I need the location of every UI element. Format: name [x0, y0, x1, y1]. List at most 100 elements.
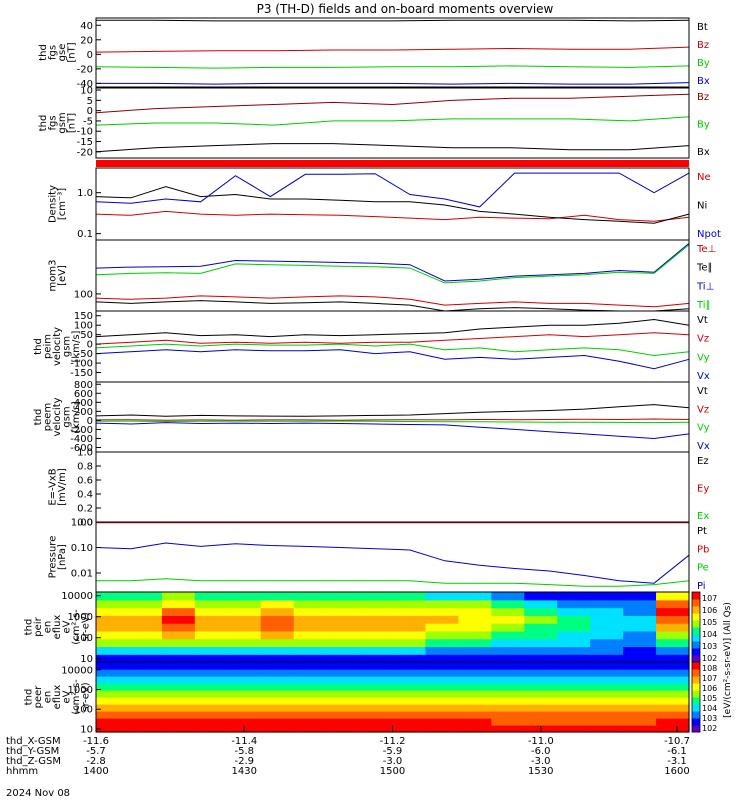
- y-axis-label: en: [43, 621, 54, 634]
- series-line-Te⊥: [95, 295, 690, 308]
- heatmap-cell: [359, 704, 394, 712]
- y-tick-label: 0.01: [71, 569, 93, 580]
- heatmap-cell: [491, 725, 525, 733]
- series-line-Vy: [95, 420, 690, 424]
- heatmap-cell: [392, 607, 427, 616]
- heatmap-cell: [623, 607, 657, 616]
- heatmap-cell: [326, 725, 361, 733]
- heatmap-cell: [656, 592, 690, 601]
- heatmap-cell: [425, 725, 459, 733]
- y-axis-label: (cm²-s-: [71, 609, 82, 645]
- y-axis-label: thd: [33, 409, 44, 426]
- heatmap-cell: [293, 607, 328, 616]
- heatmap-cell: [260, 704, 295, 712]
- heatmap-cell: [194, 599, 229, 609]
- footer-value: -6.1: [667, 746, 687, 757]
- heatmap-cell: [623, 725, 657, 733]
- heatmap-cell: [293, 669, 328, 677]
- heatmap-cell: [590, 615, 624, 624]
- heatmap-cell: [96, 623, 130, 632]
- y-tick-label: -20: [77, 147, 93, 158]
- y-tick-label: 1.00: [71, 518, 93, 529]
- heatmap-cell: [425, 623, 459, 632]
- y-tick-label: 5: [87, 96, 93, 107]
- heatmap-cell: [524, 676, 558, 684]
- heatmap-cell: [491, 704, 525, 712]
- y-axis-label: [nPa]: [57, 544, 68, 570]
- heatmap-cell: [227, 690, 262, 698]
- legend-label: Ez: [697, 456, 709, 467]
- y-tick-label: 150: [74, 311, 93, 322]
- heatmap-cell: [623, 697, 657, 705]
- series-line-Ti∥: [95, 244, 690, 284]
- heatmap-cell: [96, 615, 130, 624]
- heatmap-cell: [491, 662, 525, 670]
- heatmap-cell: [260, 690, 295, 698]
- colorbar-tick-label: 106: [702, 606, 717, 615]
- heatmap-cell: [293, 718, 328, 726]
- heatmap-cell: [260, 669, 295, 677]
- footer-value: -5.9: [383, 746, 403, 757]
- heatmap-cell: [458, 623, 492, 632]
- legend-label: Vx: [697, 441, 710, 452]
- heatmap-cell: [590, 623, 624, 632]
- heatmap-cell: [524, 690, 558, 698]
- colorbar-tick-label: 105: [702, 694, 717, 703]
- legend-label: Ti⊥: [696, 281, 714, 292]
- heatmap-cell: [524, 697, 558, 705]
- panel-peir_eflux: 10710610510410310210000100010010thdpeire…: [24, 591, 718, 665]
- heatmap-cell: [491, 654, 525, 663]
- heatmap-cell: [260, 638, 295, 648]
- heatmap-cell: [557, 683, 591, 691]
- heatmap-cell: [557, 690, 591, 698]
- series-line-By: [95, 65, 690, 69]
- heatmap-cell: [161, 662, 196, 670]
- heatmap-cell: [96, 654, 130, 663]
- heatmap-cell: [260, 607, 295, 616]
- series-line-Bz: [95, 93, 690, 114]
- legend-label: Bx: [697, 76, 710, 87]
- heatmap-cell: [458, 662, 492, 670]
- heatmap-cell: [425, 690, 459, 698]
- y-axis-label: Density: [47, 185, 58, 223]
- heatmap-cell: [161, 630, 196, 640]
- heatmap-cell: [458, 638, 492, 648]
- heatmap-cell: [227, 630, 262, 640]
- colorbar-swatch: [692, 641, 700, 649]
- y-tick-label: 100: [74, 321, 93, 332]
- heatmap-cell: [260, 683, 295, 691]
- figure-title: P3 (TH-D) fields and on-board moments ov…: [257, 2, 554, 16]
- y-axis-label: en: [43, 691, 54, 704]
- heatmap-cell: [96, 718, 130, 726]
- heatmap-cell: [260, 592, 295, 601]
- footer-value: 1600: [664, 766, 689, 777]
- heatmap-cell: [524, 615, 558, 624]
- heatmap-cell: [128, 683, 163, 691]
- footer-row-label: thd_X-GSM: [6, 736, 61, 747]
- heatmap-cell: [458, 630, 492, 640]
- footer-value: 1530: [528, 766, 553, 777]
- heatmap-cell: [161, 592, 196, 601]
- heatmap-cell: [392, 725, 427, 733]
- heatmap-cell: [425, 654, 459, 663]
- heatmap-cell: [425, 630, 459, 640]
- heatmap-cell: [458, 690, 492, 698]
- y-tick-label: 10: [80, 86, 93, 97]
- heatmap-cell: [590, 711, 624, 719]
- y-axis-label: [nT]: [66, 42, 77, 62]
- heatmap-cell: [623, 676, 657, 684]
- legend-label: Bz: [697, 40, 709, 51]
- colorbar-tick-label: 103: [702, 714, 717, 723]
- heatmap-cell: [194, 607, 229, 616]
- heatmap-cell: [293, 697, 328, 705]
- y-axis-label: [eV]: [57, 265, 68, 286]
- heatmap-cell: [557, 592, 591, 601]
- footer-row-label: hhmm: [6, 766, 38, 777]
- heatmap-cell: [128, 718, 163, 726]
- legend-label: Vz: [697, 404, 709, 415]
- legend-label: Pe: [697, 563, 709, 574]
- heatmap-cell: [557, 676, 591, 684]
- heatmap-cell: [161, 718, 196, 726]
